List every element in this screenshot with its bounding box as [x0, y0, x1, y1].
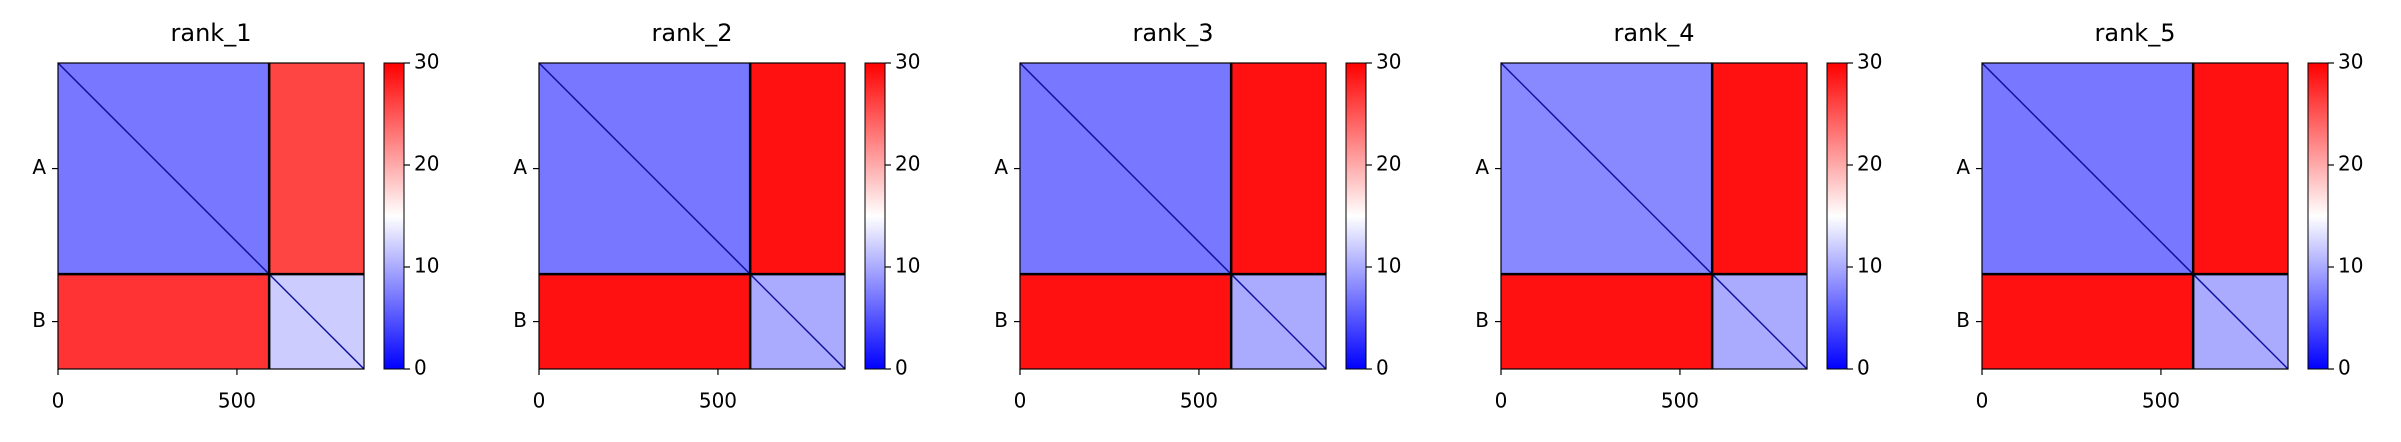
axes-frame	[1500, 62, 1808, 370]
x-tick-label: 500	[1661, 389, 1699, 413]
y-tick-label: B	[1956, 308, 1970, 332]
colorbar-tick-label: 10	[895, 254, 920, 278]
axes-frame	[57, 62, 365, 370]
colorbar-tick-label: 20	[1857, 152, 1882, 176]
colorbar	[1345, 62, 1367, 370]
x-tick-label: 500	[2142, 389, 2180, 413]
chart-title: rank_2	[652, 19, 733, 47]
axes-frame	[1981, 62, 2289, 370]
heatmap-cell	[1020, 274, 1232, 369]
x-tick-label: 0	[52, 389, 65, 413]
x-tick-label: 0	[533, 389, 546, 413]
colorbar-tick-label: 0	[2338, 356, 2351, 380]
colorbar-tick-label: 30	[895, 50, 920, 74]
diagonal	[1500, 62, 1808, 370]
colorbar-tick-label: 30	[414, 50, 439, 74]
colorbar-tick-label: 10	[2338, 254, 2363, 278]
heatmap-cell	[2193, 63, 2288, 275]
colorbar-tick-label: 0	[1857, 356, 1870, 380]
heatmap-cell	[1982, 274, 2194, 369]
chart-title: rank_5	[2095, 19, 2176, 47]
diagonal	[538, 62, 846, 370]
diagonal	[1981, 62, 2289, 370]
colorbar-tick-label: 30	[2338, 50, 2363, 74]
x-tick-label: 0	[1014, 389, 1027, 413]
y-tick-label: B	[513, 308, 527, 332]
heatmap-cell	[539, 274, 751, 369]
y-tick-label: B	[32, 308, 46, 332]
colorbar-tick-label: 10	[1376, 254, 1401, 278]
axes-frame	[1019, 62, 1327, 370]
heatmap-cell	[58, 274, 270, 369]
chart-title: rank_1	[171, 19, 252, 47]
y-tick-label: A	[1475, 155, 1489, 179]
colorbar-tick-label: 20	[895, 152, 920, 176]
colorbar-tick-label: 0	[895, 356, 908, 380]
x-tick-label: 0	[1976, 389, 1989, 413]
colorbar-tick-label: 20	[414, 152, 439, 176]
y-tick-label: A	[1956, 155, 1970, 179]
axes-frame	[538, 62, 846, 370]
chart-title: rank_4	[1614, 19, 1695, 47]
y-tick-label: B	[1475, 308, 1489, 332]
chart-title: rank_3	[1133, 19, 1214, 47]
x-tick-label: 500	[1180, 389, 1218, 413]
colorbar-tick-label: 20	[2338, 152, 2363, 176]
colorbar-tick-label: 30	[1376, 50, 1401, 74]
colorbar-tick-label: 10	[1857, 254, 1882, 278]
x-tick-label: 500	[218, 389, 256, 413]
heatmap-cell	[1501, 274, 1713, 369]
colorbar-tick-label: 20	[1376, 152, 1401, 176]
heatmap-cell	[750, 63, 845, 275]
heatmap-cell	[1712, 63, 1807, 275]
y-tick-label: A	[513, 155, 527, 179]
colorbar-tick-label: 0	[1376, 356, 1389, 380]
colorbar-tick-label: 10	[414, 254, 439, 278]
colorbar	[1826, 62, 1848, 370]
colorbar-tick-label: 0	[414, 356, 427, 380]
heatmap-cell	[269, 63, 364, 275]
colorbar	[383, 62, 405, 370]
y-tick-label: B	[994, 308, 1008, 332]
y-tick-label: A	[994, 155, 1008, 179]
colorbar	[864, 62, 886, 370]
colorbar-tick-label: 30	[1857, 50, 1882, 74]
x-tick-label: 0	[1495, 389, 1508, 413]
x-tick-label: 500	[699, 389, 737, 413]
heatmap-cell	[1231, 63, 1326, 275]
diagonal	[1019, 62, 1327, 370]
colorbar	[2307, 62, 2329, 370]
diagonal	[57, 62, 365, 370]
y-tick-label: A	[32, 155, 46, 179]
